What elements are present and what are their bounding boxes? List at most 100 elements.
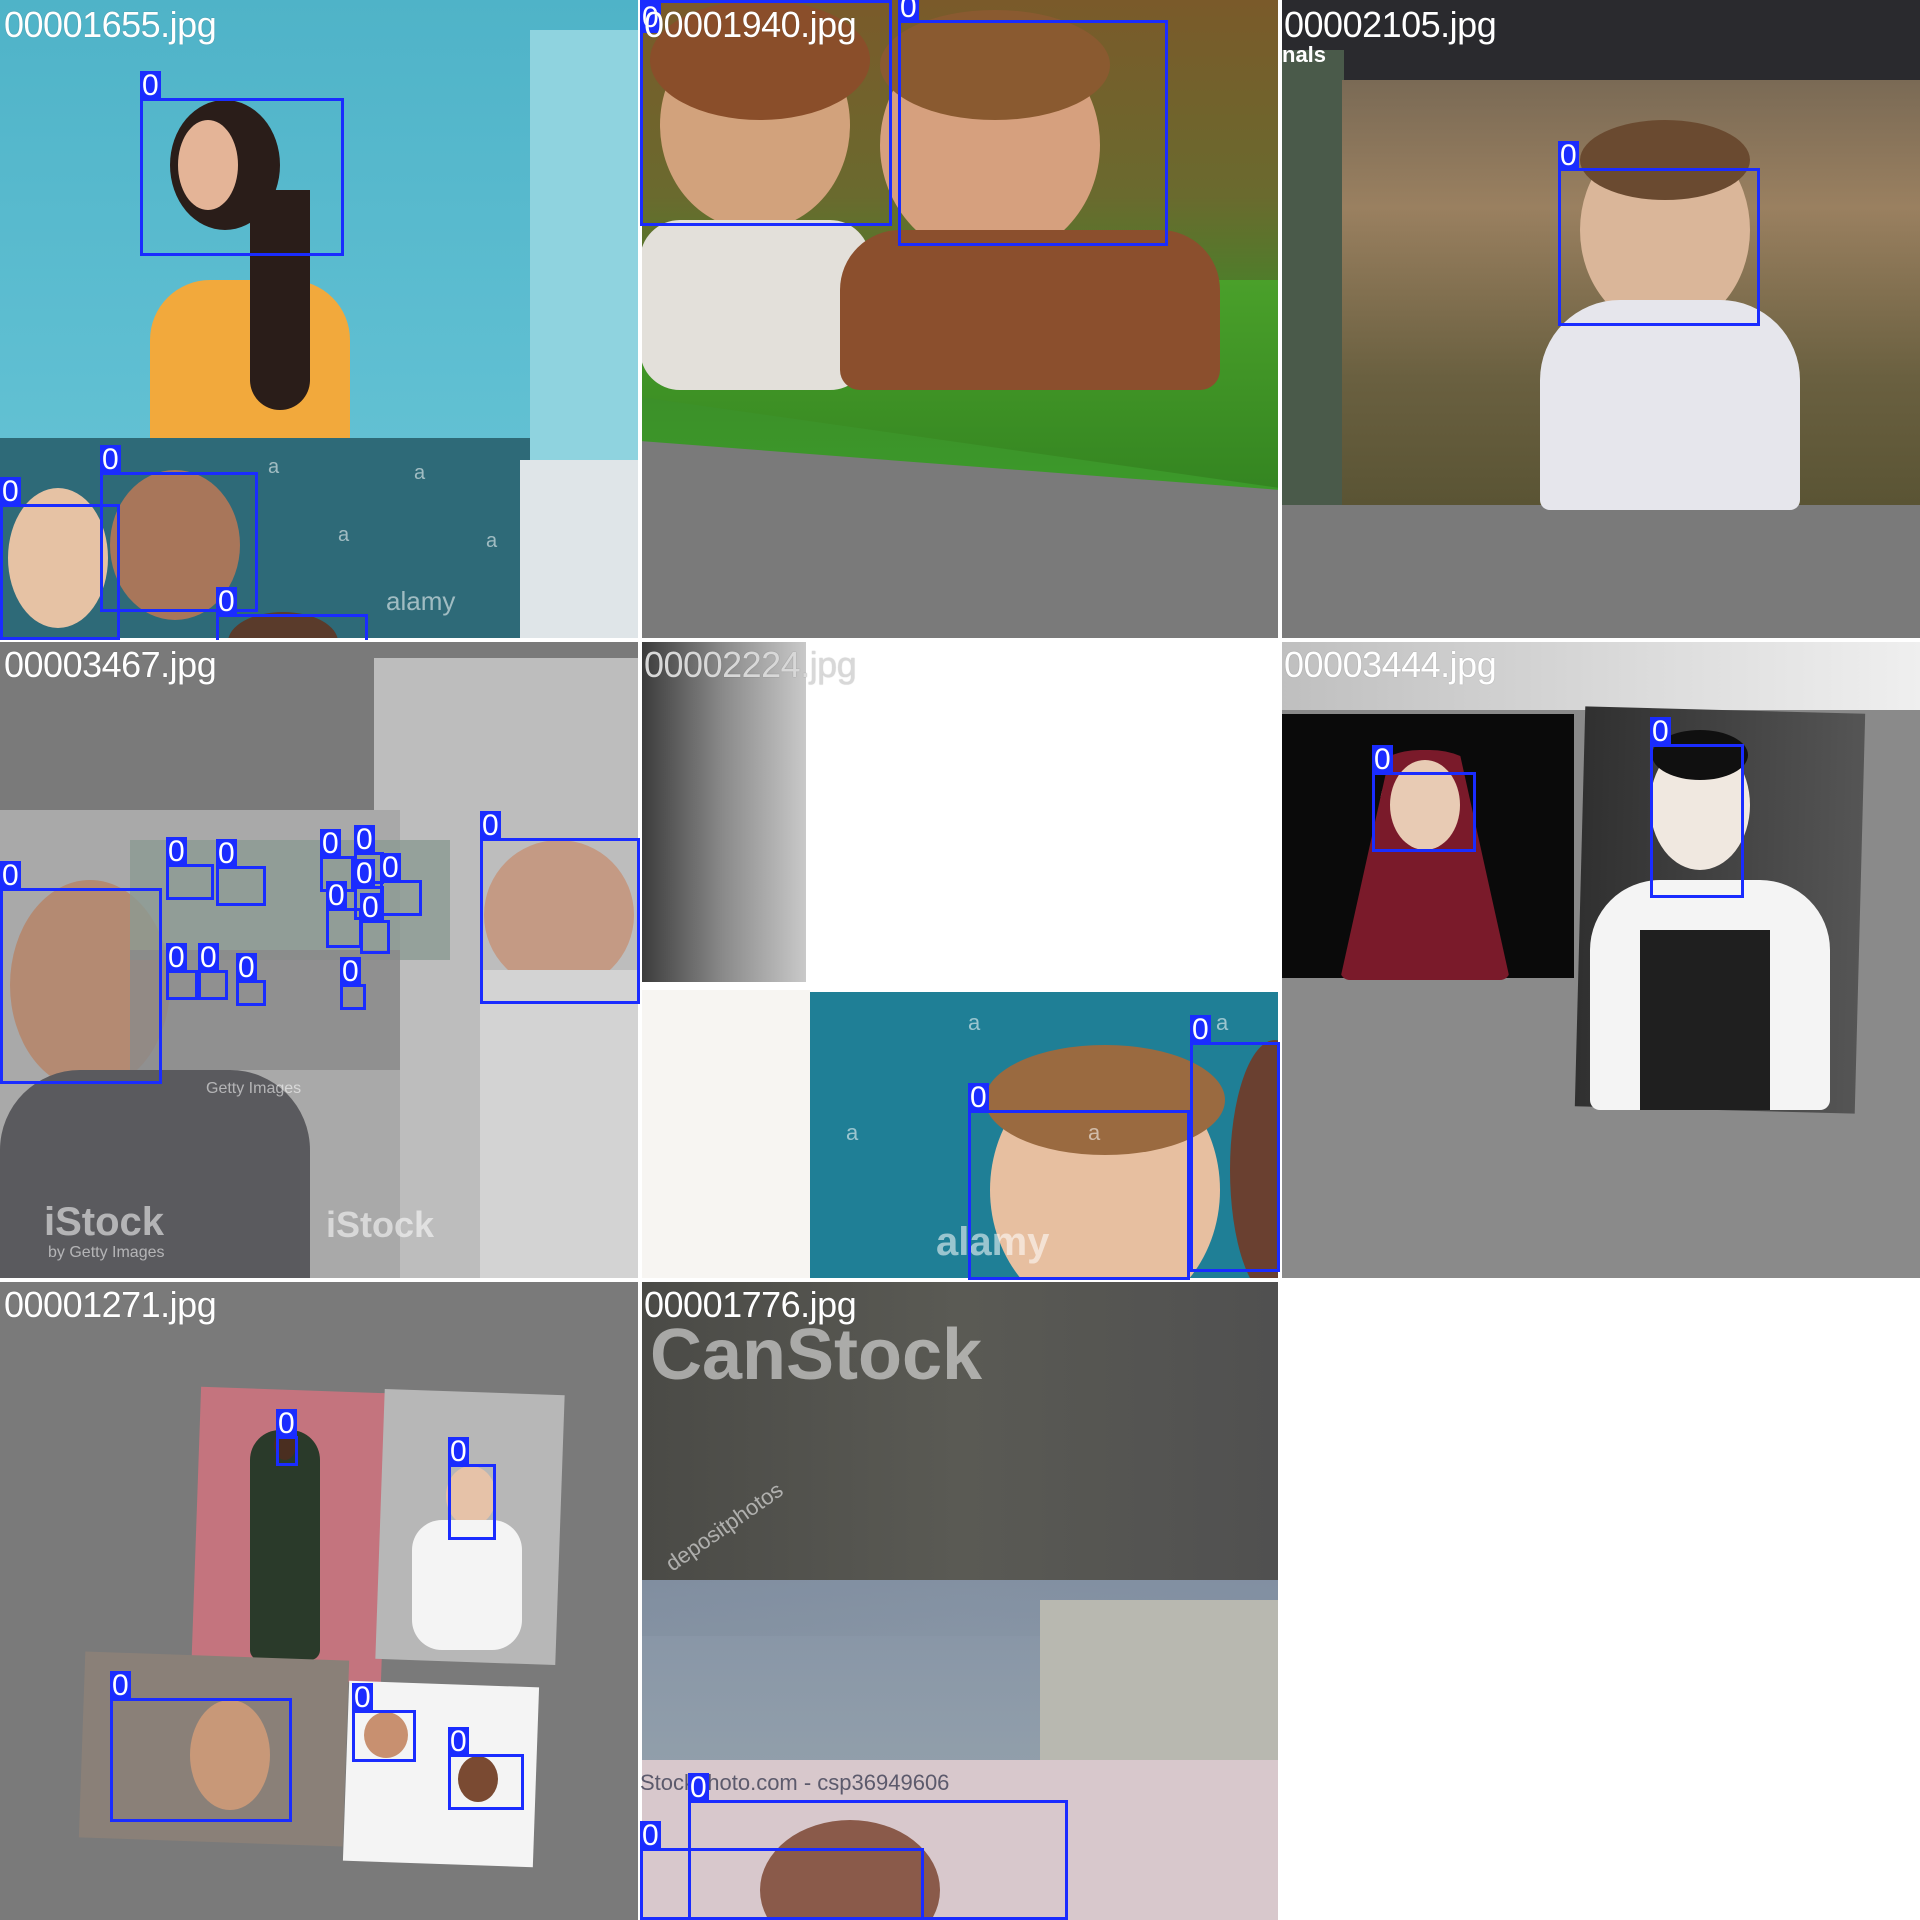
detection-box: 0: [640, 1821, 924, 1920]
watermark-alamy: alamy: [936, 1220, 1050, 1264]
detection-box: 0: [360, 893, 390, 954]
detection-box: 0: [380, 853, 422, 916]
class-label: 0: [216, 585, 237, 618]
class-label: 0: [236, 951, 257, 984]
watermark-a: a: [414, 462, 426, 484]
class-label: 0: [0, 475, 21, 508]
class-label: 0: [354, 823, 375, 856]
class-label: 0: [166, 941, 187, 974]
detection-box: 0: [166, 943, 198, 1000]
watermark-a: a: [268, 456, 280, 478]
tile-filename: 00001271.jpg: [4, 1284, 217, 1325]
tile-00002105: nals 0 00002105.jpg: [1280, 0, 1920, 640]
watermark-text: nals: [1282, 42, 1327, 67]
tile-filename: 00001776.jpg: [644, 1284, 857, 1325]
class-label: 0: [898, 0, 919, 23]
tile-00003467: iStock by Getty Images iStock Getty Imag…: [0, 640, 640, 1280]
class-label: 0: [320, 827, 341, 860]
class-label: 0: [140, 69, 161, 102]
watermark-canstock: CanStock: [650, 1315, 983, 1395]
tile-filename: 00002224.jpg: [644, 644, 857, 685]
class-label: 0: [1650, 715, 1671, 748]
detection-box: 0: [198, 943, 228, 1000]
detection-box: 0: [340, 957, 366, 1010]
detection-box: 0: [100, 445, 258, 612]
detection-box: 0: [1372, 745, 1476, 852]
class-label: 0: [352, 1681, 373, 1714]
class-label: 0: [216, 837, 237, 870]
class-label: 0: [0, 859, 21, 892]
class-label: 0: [1372, 743, 1393, 776]
watermark-a: a: [1088, 1120, 1101, 1145]
detection-box: 0: [0, 861, 162, 1084]
detection-box: 0: [898, 0, 1168, 246]
class-label: 0: [110, 1669, 131, 1702]
watermark-a: a: [338, 524, 350, 546]
grid-line: [1278, 0, 1282, 1920]
class-label: 0: [340, 955, 361, 988]
class-label: 0: [480, 809, 501, 842]
class-label: 0: [1558, 139, 1579, 172]
class-label: 0: [198, 941, 219, 974]
class-label: 0: [640, 1819, 661, 1852]
watermark-istock: iStock: [326, 1204, 435, 1245]
grid-line: [0, 1278, 1920, 1282]
tile-filename: 00001655.jpg: [4, 4, 217, 45]
detection-box: 0: [326, 881, 362, 948]
class-label: 0: [640, 1, 661, 34]
detection-box: 0: [216, 839, 266, 906]
detection-box: 0: [140, 71, 344, 256]
watermark-a: a: [486, 530, 498, 552]
tile-00001271: 0 0 0 0 0 00001271.jpg: [0, 1280, 640, 1920]
detection-box: 0: [1558, 141, 1760, 326]
class-label: 0: [100, 443, 121, 476]
detection-box: 0: [640, 0, 892, 226]
watermark-a: a: [1216, 1010, 1229, 1035]
watermark-canstock-id: Stockphoto.com - csp36949606: [640, 1770, 950, 1795]
detection-box: 0: [110, 1671, 292, 1822]
tile-filename: 00003444.jpg: [1284, 644, 1497, 685]
detection-box: 0: [236, 953, 266, 1006]
tile-00001776: CanStock depositphotos Stockphoto.com - …: [640, 1280, 1280, 1920]
detection-box: 0: [166, 837, 214, 900]
watermark-getty: by Getty Images: [48, 1244, 165, 1261]
class-label: 0: [354, 857, 375, 890]
detection-box: 0: [276, 1409, 298, 1466]
detection-box: 0: [216, 587, 368, 640]
tile-filename: 00002105.jpg: [1284, 4, 1497, 45]
watermark-a: a: [968, 1010, 981, 1035]
detection-box: 0: [352, 1683, 416, 1762]
watermark-alamy: alamy: [386, 586, 456, 616]
class-label: 0: [448, 1435, 469, 1468]
tile-00002224: a a a a alamy 0 0 00002224.jpg: [640, 640, 1280, 1280]
class-label: 0: [688, 1771, 709, 1804]
tile-00003444: 0 0 00003444.jpg: [1280, 640, 1920, 1280]
class-label: 0: [326, 879, 347, 912]
tile-filename: 00001940.jpg: [644, 4, 857, 45]
tile-00001940: 0 0 00001940.jpg: [640, 0, 1280, 640]
watermark-a: a: [846, 1120, 859, 1145]
tile-00001655: alamy a a a a 0 0 0 0 00001655.jpg: [0, 0, 640, 640]
detection-box: 0: [448, 1727, 524, 1810]
watermark-istock: iStock: [44, 1200, 165, 1244]
class-label: 0: [968, 1081, 989, 1114]
grid-line: [0, 638, 1920, 642]
class-label: 0: [360, 891, 381, 924]
empty-cell: [1280, 1280, 1920, 1920]
detection-box: 0: [968, 1083, 1190, 1280]
detection-box: 0: [480, 811, 640, 1004]
detection-box: 0: [1650, 717, 1744, 898]
detection-box: 0: [354, 859, 384, 920]
detection-box: 0: [320, 829, 354, 892]
class-label: 0: [380, 851, 401, 884]
class-label: 0: [166, 835, 187, 868]
detection-box: 0: [1190, 1015, 1280, 1272]
woman-figure: [140, 80, 350, 450]
detection-box: 0: [448, 1437, 496, 1540]
grid-line: [638, 0, 642, 1920]
class-label: 0: [1190, 1013, 1211, 1046]
class-label: 0: [448, 1725, 469, 1758]
class-label: 0: [276, 1407, 297, 1440]
watermark-getty: Getty Images: [206, 1080, 302, 1097]
